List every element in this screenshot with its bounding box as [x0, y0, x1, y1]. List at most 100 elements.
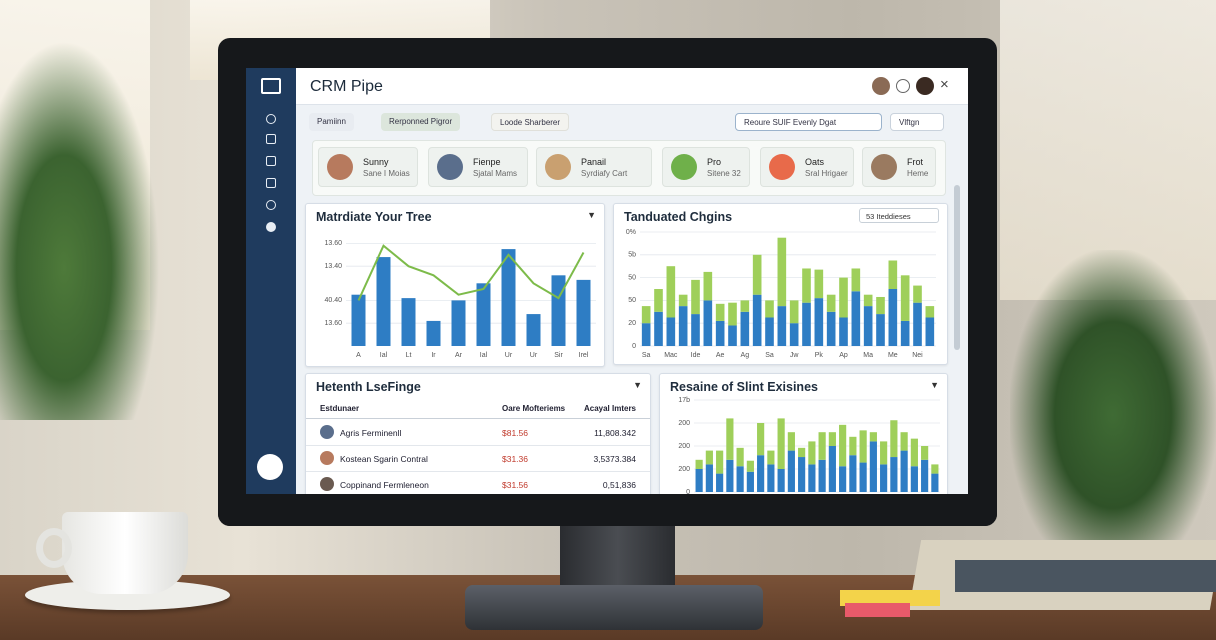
y-tick-label: 20 [628, 320, 636, 327]
app-title: CRM Pipe [310, 78, 383, 95]
chart-panel: Matrdiate Your Tree ▼ 13.60 40.40 13.40 13.6… [305, 203, 605, 367]
panel-title: Hetenth LseFinge [316, 380, 421, 394]
contact-role: Sral Hrigaer [805, 169, 848, 178]
bar-segment [814, 298, 824, 346]
contact-card[interactable]: Pro Sitene 32 [662, 147, 750, 187]
bar-segment [798, 457, 806, 492]
contact-card[interactable]: Oats Sral Hrigaer [760, 147, 854, 187]
contact-role: Sane I Moias [363, 169, 410, 178]
x-tick-label: Sa [765, 352, 774, 359]
action-dropdown[interactable]: Reoure SUIF Evenly Dgat [735, 113, 882, 131]
bar-segment [728, 302, 737, 326]
avatar[interactable] [872, 77, 890, 95]
contact-card[interactable]: Sunny Sane I Moias [318, 147, 418, 187]
scrollbar[interactable] [954, 185, 960, 350]
y-tick-label: 13.60 [324, 240, 342, 247]
table-cell: Agris Ferminenll [340, 428, 402, 438]
bar-segment [798, 447, 806, 458]
header: CRM Pipe × [296, 68, 968, 105]
x-tick-label: Mac [664, 352, 678, 359]
contact-card[interactable]: Fienpe Sjatal Mams [428, 147, 528, 187]
contact-role: Sjatal Mams [473, 169, 518, 178]
nav-icon[interactable] [266, 114, 276, 124]
nav-icon[interactable] [266, 222, 276, 232]
bar-segment [777, 469, 785, 492]
x-tick-label: Ae [716, 352, 725, 359]
bar [426, 320, 441, 346]
x-tick-label: Ma [863, 352, 873, 359]
bar-segment [913, 302, 922, 346]
nav-icon[interactable] [266, 178, 276, 188]
bar-segment [695, 459, 703, 469]
y-tick-label: 200 [678, 466, 690, 473]
settings-icon[interactable] [896, 79, 910, 93]
bar-segment [888, 289, 898, 346]
bar-segment [839, 424, 847, 467]
bar-segment [802, 302, 811, 346]
y-tick-label: 13.60 [324, 320, 342, 327]
contact-name: Fienpe [473, 157, 501, 167]
filter-chip[interactable]: Pamiinn [309, 113, 354, 131]
contact-avatar [545, 154, 571, 180]
x-tick-label: Irel [579, 352, 589, 359]
filter-chip[interactable]: Rerponned Pigror [381, 113, 461, 131]
table-cell: 11,808.342 [594, 428, 636, 438]
nav-icon[interactable] [266, 200, 276, 210]
bar-segment [654, 289, 663, 312]
bar-segment [789, 323, 799, 346]
contact-name: Sunny [363, 157, 389, 167]
table-header: Estdunaer Oare Mofteriems Acayal Imters [306, 400, 650, 419]
cup [62, 512, 188, 594]
profile-button[interactable] [257, 454, 283, 480]
contact-card[interactable]: Panail Syrdiafy Cart [536, 147, 652, 187]
contact-avatar [327, 154, 353, 180]
x-tick-label: Ar [455, 352, 463, 359]
filter-dropdown[interactable]: Loode Sharberer [491, 113, 570, 131]
x-tick-label: Ur [505, 352, 513, 359]
x-tick-label: Ide [691, 352, 701, 359]
bar-segment [859, 462, 867, 492]
menu-icon[interactable] [261, 78, 281, 94]
bar-segment [765, 300, 774, 318]
bar-segment [880, 441, 888, 465]
bar-segment [851, 268, 861, 292]
bar-segment [900, 432, 908, 451]
close-icon[interactable]: × [940, 76, 949, 93]
bar-segment [921, 459, 929, 492]
bar-segment [890, 457, 898, 492]
nav-icon[interactable] [266, 156, 276, 166]
table-row[interactable]: Agris Ferminenll $81.56 11,808.342 [306, 419, 650, 446]
bar [451, 300, 466, 346]
panel-menu[interactable]: ▼ [587, 210, 596, 220]
chart: 0 20 50 50 5b 0% Sa Mac Ide Ae Ag Sa Jw Pk Ap Ma Me Nei [626, 229, 936, 359]
table-panel: Hetenth LseFinge ▼ Estdunaer Oare Mofterie… [305, 373, 651, 500]
table-cell: 0,51,836 [602, 480, 636, 490]
y-tick-label: 50 [628, 274, 636, 281]
panel-menu[interactable]: ▼ [930, 380, 939, 390]
bar-segment [726, 418, 734, 460]
nav-icon[interactable] [266, 134, 276, 144]
y-tick-label: 200 [678, 420, 690, 427]
action-dropdown[interactable]: Vlftgn [890, 113, 944, 131]
panel-dropdown[interactable]: 53 Iteddieses [859, 208, 939, 223]
bar-segment [789, 300, 799, 324]
bar-segment [705, 450, 713, 465]
monitor-neck [560, 520, 675, 592]
y-tick-label: 200 [678, 443, 690, 450]
chart: 13.60 40.40 13.40 13.60 A Ial Lt Ir Ar Ial Ur Ur Sir… [324, 240, 596, 359]
avatar[interactable] [916, 77, 934, 95]
bar-segment [818, 459, 826, 492]
panel-title: Tanduated Chgins [624, 210, 733, 224]
bar [376, 257, 391, 346]
bar-segment [814, 269, 824, 299]
column-header: Estdunaer [320, 404, 360, 413]
contact-role: Heme [907, 169, 929, 178]
contact-card[interactable]: Frot Heme [862, 147, 936, 187]
bar-segment [826, 311, 836, 346]
panel-menu[interactable]: ▼ [633, 380, 642, 390]
bar-segment [869, 432, 877, 442]
column-header: Oare Mofteriems [502, 404, 566, 413]
table-row[interactable]: Kostean Sgarin Contral $31.36 3,5373.384 [306, 445, 650, 472]
bar [551, 275, 566, 346]
bar-segment [736, 466, 744, 492]
